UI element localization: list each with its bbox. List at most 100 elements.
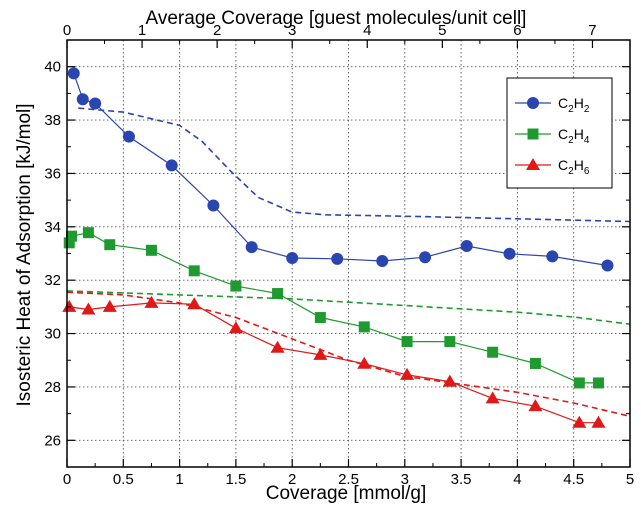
x-tick-label: 4: [513, 471, 521, 488]
data-point: [66, 230, 78, 242]
data-point: [286, 252, 299, 265]
data-point: [528, 399, 543, 412]
y-tick-label: 26: [44, 432, 61, 449]
top-tick-label: 5: [438, 22, 446, 39]
data-point: [122, 130, 135, 143]
data-series: [62, 67, 614, 428]
data-point: [444, 336, 456, 348]
legend-subscript: 2: [568, 135, 574, 146]
data-point: [419, 251, 432, 264]
data-point: [331, 252, 344, 265]
data-point: [357, 356, 372, 369]
data-point: [245, 241, 258, 254]
x-tick-label: 3: [401, 471, 409, 488]
data-point: [573, 377, 585, 389]
y-tick-label: 28: [44, 379, 61, 396]
legend-subscript: 2: [584, 104, 590, 115]
data-point: [102, 299, 117, 312]
legend-label: C2H6: [558, 157, 590, 177]
data-point: [601, 259, 614, 272]
series-line: [68, 232, 599, 384]
y-tick-label: 30: [44, 326, 61, 343]
data-point: [400, 367, 415, 380]
data-point: [207, 199, 220, 212]
top-tick-label: 2: [213, 22, 221, 39]
legend-label: C2H2: [558, 95, 590, 115]
data-point: [187, 297, 202, 310]
x-tick-label: 1: [175, 471, 183, 488]
data-point: [442, 374, 457, 387]
legend-label: C2H4: [558, 126, 590, 146]
y-tick-label: 40: [44, 59, 61, 76]
data-point: [165, 159, 178, 172]
x-tick-label: 0: [63, 471, 71, 488]
legend-marker: [526, 158, 540, 170]
data-point: [591, 415, 606, 428]
x-tick-label: 2: [288, 471, 296, 488]
legend-symbol: H: [574, 126, 584, 142]
data-point: [485, 391, 500, 404]
top-tick-label: 3: [288, 22, 296, 39]
y-tick-label: 38: [44, 112, 61, 129]
x-tick-label: 5: [626, 471, 634, 488]
data-point: [529, 357, 541, 369]
x-tick-label: 3.5: [451, 471, 472, 488]
y-tick-label: 32: [44, 272, 61, 289]
data-point: [272, 288, 284, 300]
data-point: [144, 295, 159, 308]
data-point: [76, 93, 89, 106]
dashed-curve: [66, 291, 631, 418]
data-point: [228, 321, 243, 334]
data-point: [104, 239, 116, 251]
x-axis-title: Coverage [mmol/g]: [266, 483, 427, 504]
data-point: [546, 250, 559, 263]
data-point: [487, 346, 499, 358]
dashed-curve: [66, 290, 631, 325]
data-point: [503, 247, 516, 260]
data-point: [81, 302, 96, 315]
top-tick-label: 1: [138, 22, 146, 39]
data-point: [89, 97, 102, 110]
legend-subscript: 6: [584, 166, 590, 177]
legend-symbol: H: [574, 95, 584, 111]
top-tick-label: 4: [363, 22, 371, 39]
y-axis-title: Isosteric Heat of Adsorption [kJ/mol]: [14, 103, 35, 406]
data-point: [62, 299, 77, 312]
data-point: [592, 377, 604, 389]
legend-marker: [527, 97, 539, 109]
data-point: [67, 67, 80, 80]
legend-subscript: 2: [568, 166, 574, 177]
data-point: [572, 415, 587, 428]
legend-marker: [527, 128, 539, 140]
data-point: [188, 265, 200, 277]
top-tick-label: 0: [63, 22, 71, 39]
x-tick-label: 1.5: [225, 471, 246, 488]
data-point: [358, 321, 370, 333]
legend-symbol: C: [558, 157, 568, 173]
axis-ticks: [66, 39, 631, 468]
data-point: [460, 240, 473, 253]
legend-subscript: 4: [584, 135, 590, 146]
data-point: [145, 244, 157, 256]
data-point: [376, 254, 389, 267]
legend-symbol: H: [574, 157, 584, 173]
legend-box: [506, 77, 613, 189]
data-point: [313, 347, 328, 360]
data-point: [401, 336, 413, 348]
legend-symbol: C: [558, 126, 568, 142]
dashed-curve: [78, 107, 631, 223]
y-tick-label: 34: [44, 219, 61, 236]
data-point: [314, 312, 326, 324]
data-point: [230, 280, 242, 292]
x-tick-label: 2.5: [338, 471, 359, 488]
top-tick-label: 6: [513, 22, 521, 39]
legend-subscript: 2: [568, 104, 574, 115]
data-point: [270, 340, 285, 353]
top-axis-title: Average Coverage [guest molecules/unit c…: [146, 8, 527, 29]
x-tick-label: 4.5: [563, 471, 584, 488]
legend-symbol: C: [558, 95, 568, 111]
top-tick-label: 7: [588, 22, 596, 39]
